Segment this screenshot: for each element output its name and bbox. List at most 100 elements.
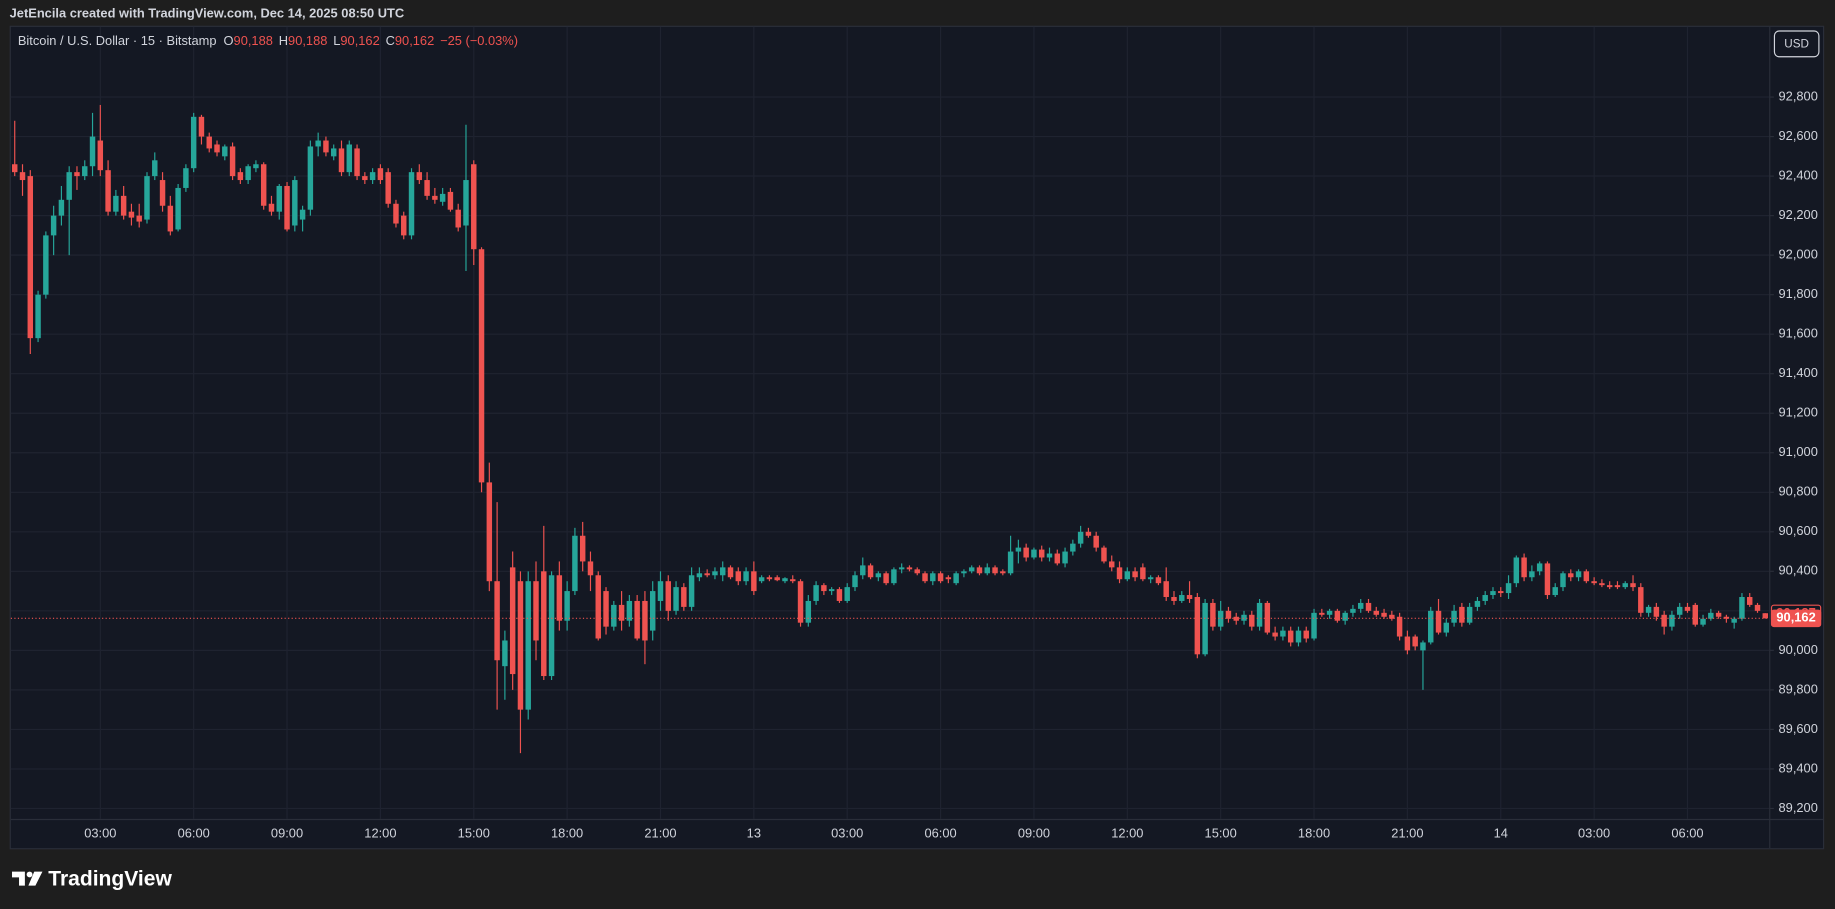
candle-body	[1700, 618, 1706, 625]
candle-body	[1404, 636, 1411, 651]
candle-body	[953, 573, 959, 584]
candle-body	[1482, 595, 1488, 601]
y-tick-label: 89,200	[1779, 800, 1818, 815]
y-tick-label: 90,600	[1779, 523, 1818, 538]
candle-body	[260, 164, 267, 206]
candle-body	[626, 600, 633, 621]
candle-body	[152, 160, 158, 177]
candle-body	[385, 172, 391, 204]
candle-body	[183, 168, 189, 188]
candle-body	[1217, 610, 1224, 627]
candle-body	[937, 573, 944, 582]
legend-key: H	[279, 34, 288, 49]
candle-body	[1015, 547, 1022, 552]
candle-body	[541, 571, 547, 677]
candle-body	[74, 172, 80, 177]
candle-body	[1614, 585, 1621, 588]
candle-body	[167, 205, 174, 232]
candle-body	[1715, 612, 1722, 617]
x-tick-label: 12:00	[364, 826, 396, 841]
currency-label[interactable]: USD	[1784, 38, 1809, 51]
candle-body	[1560, 573, 1566, 588]
candle-body	[945, 577, 952, 580]
candle-body	[58, 199, 65, 216]
candle-body	[1451, 610, 1457, 623]
candle-body	[968, 567, 975, 572]
candle-body	[603, 591, 609, 627]
candle-body	[299, 209, 306, 220]
candle-body	[1428, 610, 1434, 643]
chart-pane	[9, 25, 1825, 850]
candle-body	[159, 180, 166, 206]
candle-body	[424, 180, 430, 196]
candle-body	[595, 575, 601, 639]
candle-body	[1536, 563, 1543, 572]
currency-button[interactable]	[1773, 30, 1820, 58]
candle-body	[611, 604, 617, 627]
candle-body	[1568, 573, 1574, 578]
candle-body	[1754, 604, 1761, 611]
x-tick-label: 03:00	[84, 826, 116, 841]
candle-body	[471, 164, 477, 250]
candle-body	[362, 176, 368, 181]
x-tick-label: 15:00	[1205, 826, 1237, 841]
candle-body	[688, 575, 695, 607]
candle-body	[525, 581, 531, 710]
candle-body	[961, 571, 967, 574]
y-tick-label: 92,200	[1779, 207, 1818, 222]
candle-body	[1723, 616, 1730, 619]
candle-body	[898, 567, 905, 570]
candle-body	[447, 191, 454, 210]
logo-dot	[26, 871, 33, 878]
candle-body	[1155, 577, 1162, 584]
candle-body	[1062, 551, 1068, 564]
candle-body	[758, 577, 765, 582]
candle-body	[105, 170, 111, 212]
candle-body	[704, 573, 710, 576]
candle-body	[1093, 535, 1099, 548]
candle-body	[237, 172, 244, 181]
candle-body	[455, 209, 461, 228]
candle-body	[1070, 543, 1076, 552]
candle-body	[1739, 597, 1745, 619]
candle-body	[1381, 612, 1387, 617]
candle-body	[1046, 553, 1053, 558]
y-tick-label: 90,800	[1779, 484, 1818, 499]
candle-body	[1622, 583, 1628, 588]
candle-body	[751, 571, 757, 592]
candle-body	[478, 249, 485, 483]
candle-body	[642, 600, 648, 641]
candle-body	[1575, 571, 1582, 578]
candle-body	[1272, 632, 1278, 637]
candle-body	[1731, 618, 1737, 623]
candle-body	[1000, 571, 1006, 574]
x-tick-label: 03:00	[831, 826, 863, 841]
y-tick-label: 90,400	[1779, 563, 1818, 578]
candle-body	[338, 148, 345, 173]
candle-body	[821, 585, 827, 592]
candle-body	[1077, 531, 1084, 544]
candle-body	[922, 573, 928, 582]
candle-body	[579, 535, 586, 562]
candle-body	[19, 172, 26, 181]
x-tick-label: 06:00	[924, 826, 956, 841]
candle-body	[1007, 551, 1014, 574]
candle-body	[509, 567, 516, 675]
candle-body	[1412, 636, 1418, 647]
candle-body	[720, 567, 726, 576]
y-tick-label: 91,600	[1779, 326, 1818, 341]
legend-value: 90,188	[234, 34, 273, 49]
candle-body	[517, 581, 524, 710]
y-tick-label: 91,000	[1779, 444, 1818, 459]
candle-body	[1038, 549, 1045, 558]
x-tick-label: 18:00	[551, 826, 583, 841]
candle-body	[144, 176, 150, 220]
x-tick-label: 18:00	[1298, 826, 1330, 841]
candle-body	[1256, 602, 1263, 627]
candle-body	[712, 571, 718, 576]
candle-body	[1490, 591, 1496, 596]
candle-body	[1459, 606, 1465, 623]
candle-body	[1116, 567, 1123, 580]
legend-key: L	[333, 34, 340, 49]
candle-body	[1054, 553, 1061, 564]
